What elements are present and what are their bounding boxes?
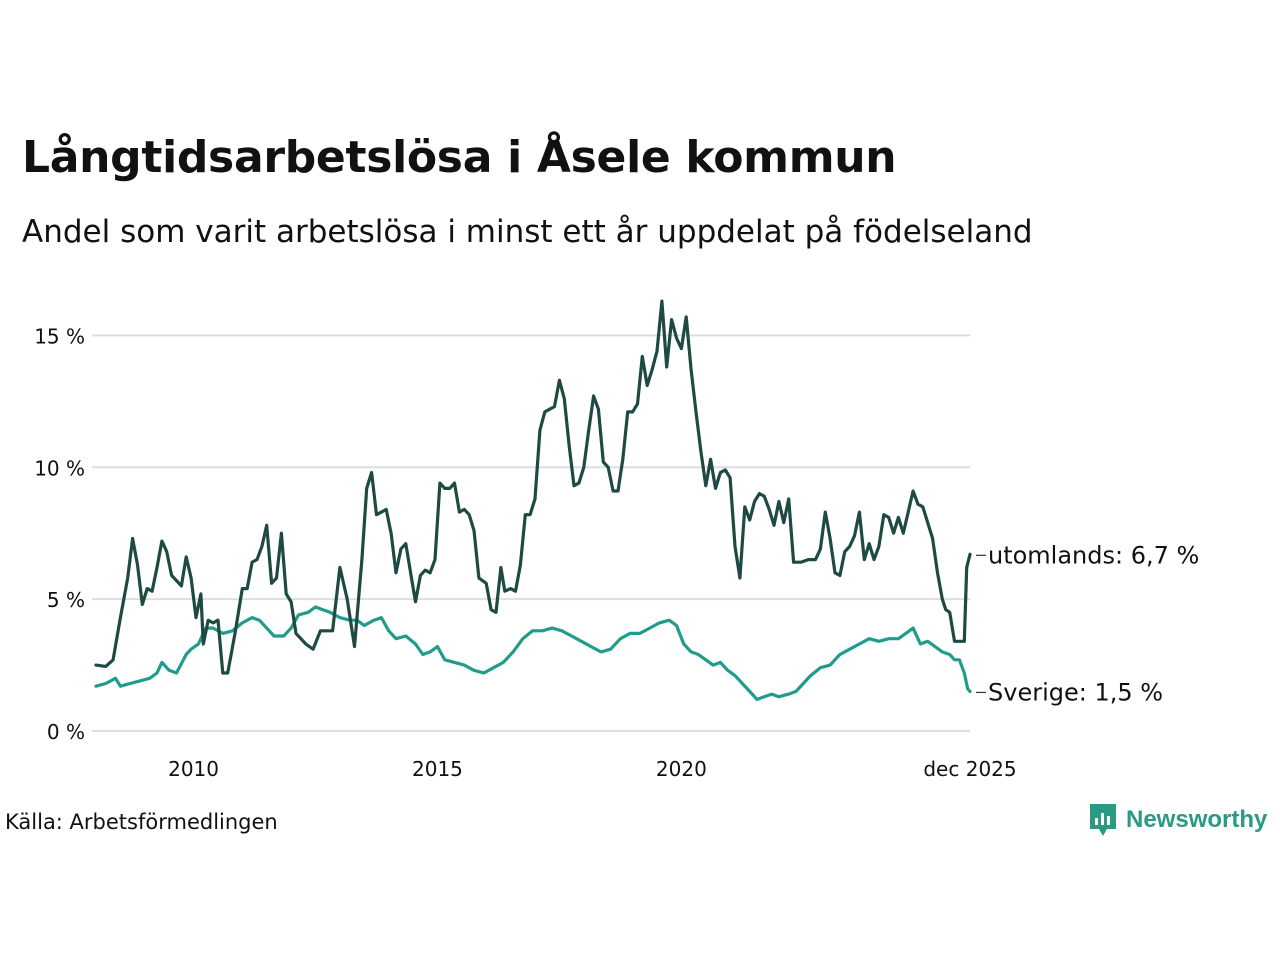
x-tick-label: 2010 bbox=[168, 757, 219, 781]
chart-title: Långtidsarbetslösa i Åsele kommun bbox=[22, 132, 897, 183]
y-tick-label: 10 % bbox=[34, 456, 85, 480]
series-line-utomlands bbox=[94, 299, 972, 675]
gridlines bbox=[92, 334, 970, 732]
series-end-labels: utomlands: 6,7 % Sverige: 1,5 % bbox=[976, 541, 1199, 706]
end-label-utomlands: utomlands: 6,7 % bbox=[988, 541, 1199, 569]
source-note: Källa: Arbetsförmedlingen bbox=[5, 810, 278, 834]
x-tick-label: dec 2025 bbox=[923, 757, 1016, 781]
chart-subtitle: Andel som varit arbetslösa i minst ett å… bbox=[22, 214, 1033, 250]
y-tick-label: 0 % bbox=[47, 720, 85, 744]
newsworthy-icon bbox=[1090, 804, 1116, 836]
y-axis-ticks: 0 % 5 % 10 % 15 % bbox=[34, 324, 85, 744]
x-tick-label: 2015 bbox=[412, 757, 463, 781]
brand-logo: Newsworthy bbox=[1088, 802, 1267, 838]
brand-name: Newsworthy bbox=[1126, 806, 1268, 833]
y-tick-label: 15 % bbox=[34, 324, 85, 348]
x-axis-ticks: 2010 2015 2020 dec 2025 bbox=[168, 757, 1017, 781]
series-lines bbox=[94, 299, 972, 701]
y-tick-label: 5 % bbox=[47, 588, 85, 612]
x-tick-label: 2020 bbox=[656, 757, 707, 781]
series-line-sverige bbox=[94, 605, 972, 701]
end-label-sverige: Sverige: 1,5 % bbox=[988, 678, 1163, 706]
